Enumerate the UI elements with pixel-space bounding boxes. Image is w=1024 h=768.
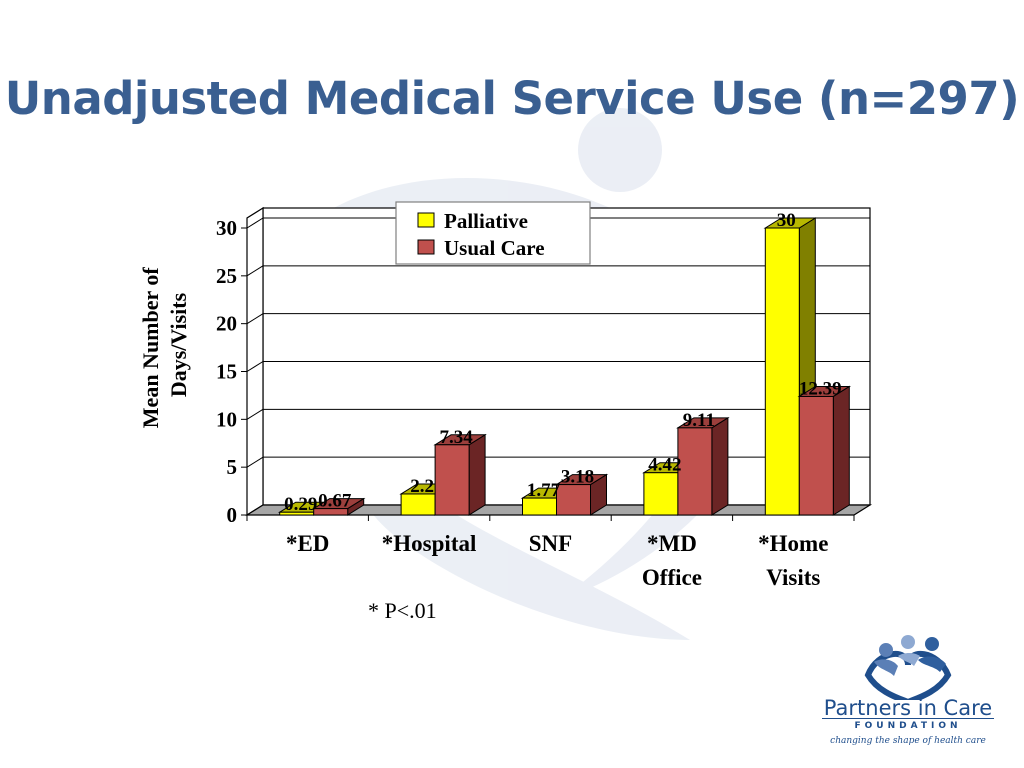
x-tick-label: *ED [286, 531, 329, 556]
grid-line [246, 456, 264, 468]
data-label: 3.18 [561, 467, 594, 488]
bars [277, 217, 852, 516]
y-tick-label: 30 [216, 216, 237, 240]
legend: Palliative Usual Care [395, 201, 591, 265]
data-label: 30 [777, 210, 796, 231]
bar-palliative-4 [763, 217, 818, 516]
grid-line [246, 408, 264, 420]
bar-usual-care-1 [433, 433, 487, 516]
legend-swatch-usual-care [417, 239, 435, 255]
data-label: 0.29 [284, 494, 317, 515]
x-tick-label: SNF [529, 531, 572, 556]
data-label: 7.34 [439, 427, 473, 448]
y-tick-label: 0 [227, 503, 238, 527]
data-label: 4.42 [648, 455, 681, 476]
x-tick-label: *Home Visits [758, 531, 828, 590]
partners-in-care-logo: Partners in Care FOUNDATION changing the… [808, 620, 1008, 760]
grid-line [246, 361, 264, 372]
bar-usual-care-3 [676, 416, 730, 516]
x-tick-label: *MD Office [642, 531, 702, 590]
logo-tagline: changing the shape of health care [830, 736, 986, 746]
data-label: 12.39 [799, 378, 842, 399]
data-label: 1.77 [527, 480, 561, 501]
data-labels: 0.29 0.67 2.2 7.34 1.773.18 4.42 9.11 30 12.39 [284, 210, 842, 515]
legend-swatch-palliative [417, 212, 435, 228]
bar-usual-care-2 [554, 473, 609, 516]
y-tick-label: 25 [216, 264, 237, 288]
grid-line [246, 217, 264, 229]
logo-subtitle: FOUNDATION [854, 721, 962, 731]
bar-usual-care-0 [311, 497, 366, 516]
grid-line [246, 313, 264, 325]
logo-name: Partners in Care [823, 696, 993, 720]
y-tick-label: 10 [216, 407, 237, 431]
x-tick-label: *Hospital [382, 531, 477, 556]
y-tick-labels: 0 5 10 15 20 25 30 [216, 216, 247, 527]
data-label: 0.67 [318, 491, 352, 512]
y-tick-label: 15 [216, 360, 237, 384]
legend-label-usual-care: Usual Care [444, 236, 545, 260]
data-label: 9.11 [683, 410, 715, 431]
y-axis-label: Mean Number of Days/Visits [138, 262, 191, 428]
data-label: 2.2 [410, 476, 434, 497]
legend-label-palliative: Palliative [444, 209, 528, 233]
logo-figures-icon [864, 635, 952, 706]
bar-usual-care-4 [797, 385, 852, 516]
y-tick-label: 20 [216, 312, 237, 336]
footnote: * P<.01 [368, 598, 437, 623]
slide-title: Unadjusted Medical Service Use (n=297) [4, 72, 1020, 125]
logo-divider [822, 718, 994, 719]
plot-side-wall [246, 206, 264, 517]
x-tick-labels: *ED *Hospital SNF *MD Office *Home Visits [246, 515, 855, 590]
y-tick-label: 5 [227, 455, 238, 479]
grid-line [246, 265, 264, 277]
